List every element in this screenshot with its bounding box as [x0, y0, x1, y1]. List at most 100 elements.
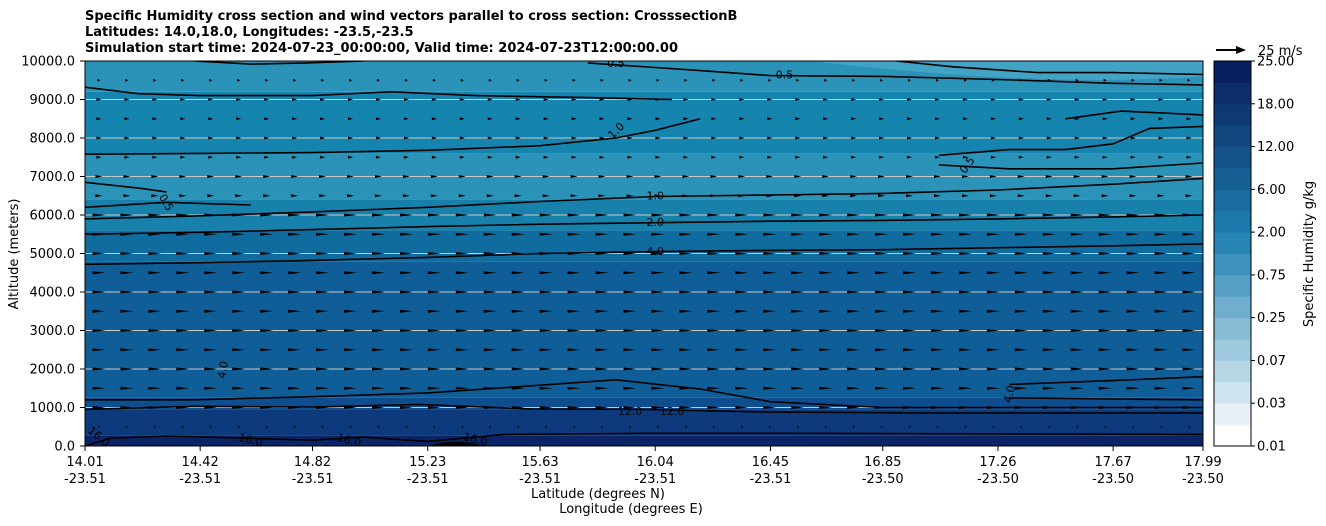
- wind-vector: [623, 386, 637, 390]
- wind-vector: [903, 348, 917, 352]
- wind-vector: [120, 367, 134, 371]
- wind-vector: [739, 155, 745, 159]
- wind-vector: [92, 290, 106, 294]
- wind-vector: [539, 271, 553, 275]
- colorbar-segment: [1214, 61, 1251, 83]
- wind-vector: [903, 232, 917, 236]
- wind-vector: [1154, 252, 1168, 255]
- wind-vector: [260, 290, 274, 294]
- wind-vector: [599, 117, 605, 121]
- wind-vector: [623, 406, 637, 409]
- wind-vector: [986, 367, 1000, 371]
- wind-vector: [431, 98, 437, 101]
- wind-vector: [628, 78, 632, 82]
- wind-vector: [455, 309, 469, 313]
- wind-vector: [260, 309, 274, 313]
- wind-vector: [875, 367, 889, 371]
- wind-vector: [348, 98, 354, 101]
- wind-vector: [483, 290, 497, 294]
- wind-vector: [232, 309, 246, 313]
- wind-vector: [288, 213, 302, 217]
- wind-vector: [148, 213, 162, 217]
- wind-vector: [427, 213, 441, 217]
- wind-vector: [735, 348, 749, 352]
- wind-vector: [767, 117, 773, 121]
- contour-line: [85, 403, 1203, 414]
- wind-vector: [735, 232, 749, 236]
- wind-vector: [707, 290, 721, 294]
- wind-vector: [795, 136, 801, 140]
- wind-vector: [768, 78, 772, 82]
- x-tick-label-lat: 17.99: [1184, 455, 1221, 470]
- wind-vector: [986, 329, 1000, 332]
- wind-vector: [1098, 213, 1112, 217]
- wind-vector: [880, 425, 883, 428]
- wind-vector: [316, 252, 330, 255]
- wind-vector: [236, 98, 242, 101]
- wind-vector: [683, 136, 689, 140]
- wind-vector: [711, 98, 717, 101]
- wind-vector: [683, 155, 689, 159]
- wind-vector: [260, 271, 274, 275]
- wind-vector: [768, 425, 771, 428]
- wind-vector: [539, 309, 553, 313]
- wind-vector: [288, 386, 302, 390]
- wind-vector: [655, 136, 661, 140]
- wind-vector: [120, 271, 134, 275]
- wind-vector: [1126, 271, 1140, 275]
- wind-vector: [819, 271, 833, 275]
- wind-vector: [679, 367, 693, 371]
- contour-label: 16.0: [462, 430, 489, 449]
- wind-vector: [740, 78, 744, 82]
- wind-vector: [209, 78, 213, 82]
- wind-vector: [260, 348, 274, 352]
- wind-vector: [573, 425, 576, 428]
- wind-vector: [321, 78, 325, 82]
- wind-vector: [208, 98, 214, 101]
- wind-vector: [847, 232, 861, 236]
- x-tick-label-lat: 14.42: [182, 455, 219, 470]
- wind-vector: [1042, 329, 1056, 332]
- wind-vector: [739, 98, 745, 101]
- wind-vector: [567, 329, 581, 332]
- wind-vector: [511, 232, 525, 236]
- wind-vector: [542, 194, 550, 198]
- wind-vector: [738, 175, 746, 178]
- wind-vector: [344, 271, 358, 275]
- wind-vector: [344, 386, 358, 390]
- wind-vector: [930, 232, 944, 236]
- wind-vector: [1182, 232, 1196, 236]
- wind-vector: [679, 309, 693, 313]
- humidity-max-region: [427, 441, 484, 446]
- colorbar-segment: [1214, 296, 1251, 319]
- wind-vector: [679, 348, 693, 352]
- wind-vector: [511, 329, 525, 332]
- wind-vector: [97, 78, 101, 82]
- wind-vector: [260, 329, 274, 332]
- wind-vector: [455, 367, 469, 371]
- wind-vector: [148, 367, 162, 371]
- wind-vector: [1159, 78, 1163, 82]
- y-tick-label: 10000.0: [21, 55, 75, 70]
- wind-vector: [209, 425, 212, 428]
- wind-vector: [399, 386, 413, 390]
- wind-vector: [515, 136, 521, 140]
- wind-vector: [124, 155, 130, 159]
- wind-vector: [851, 98, 857, 101]
- wind-vector: [319, 175, 327, 178]
- wind-vector: [791, 386, 805, 390]
- wind-vector: [375, 136, 381, 140]
- wind-vector: [707, 252, 721, 255]
- wind-vector: [735, 329, 749, 332]
- wind-vector: [344, 309, 358, 313]
- wind-vector: [735, 252, 749, 255]
- wind-vector: [1048, 425, 1051, 428]
- wind-vector: [791, 367, 805, 371]
- colorbar-tick-label: 0.75: [1257, 268, 1286, 283]
- wind-vector: [1042, 309, 1056, 313]
- wind-vector: [930, 386, 944, 390]
- y-axis-label: Altitude (meters): [7, 199, 22, 310]
- wind-vector: [961, 194, 969, 198]
- wind-vector: [511, 309, 525, 313]
- wind-vector: [371, 232, 385, 236]
